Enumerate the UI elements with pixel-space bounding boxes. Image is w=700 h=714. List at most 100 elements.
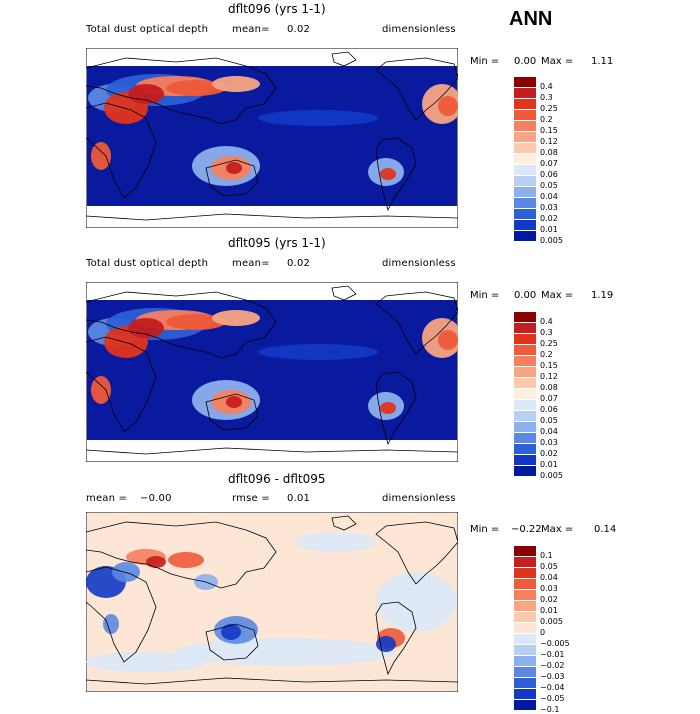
aerosol-region bbox=[438, 330, 458, 350]
colorbar-swatch bbox=[514, 433, 536, 444]
coastline bbox=[375, 371, 417, 446]
colorbar-tick-label: 0.05 bbox=[540, 562, 558, 571]
panel-2-units: dimensionless bbox=[382, 258, 456, 269]
colorbar-tick-label: −0.03 bbox=[540, 672, 565, 681]
coastline bbox=[86, 566, 157, 663]
coastline bbox=[86, 57, 277, 125]
colorbar-tick-label: 0.04 bbox=[540, 573, 558, 582]
aerosol-region bbox=[212, 310, 260, 326]
panel-2-max-label: Max = bbox=[541, 290, 574, 301]
colorbar-swatch bbox=[514, 667, 536, 678]
panel-1-variable: Total dust optical depth bbox=[86, 24, 209, 35]
colorbar-swatch bbox=[514, 400, 536, 411]
colorbar-swatch bbox=[514, 612, 536, 623]
coastline bbox=[331, 285, 357, 301]
colorbar-tick-label: 0.01 bbox=[540, 460, 558, 469]
colorbar-swatch bbox=[514, 110, 536, 121]
difference-region bbox=[376, 572, 456, 632]
coastline bbox=[375, 137, 417, 212]
colorbar-swatch bbox=[514, 579, 536, 590]
season-label: ANN bbox=[509, 8, 553, 30]
colorbar-swatch bbox=[514, 546, 536, 557]
colorbar-tick-label: 0.1 bbox=[540, 551, 553, 560]
colorbar-swatch bbox=[514, 88, 536, 99]
panel-1-min-value: 0.00 bbox=[514, 56, 537, 67]
colorbar-swatch bbox=[514, 700, 536, 711]
colorbar-swatch bbox=[514, 422, 536, 433]
aerosol-region bbox=[212, 76, 260, 92]
colorbar-swatch bbox=[514, 121, 536, 132]
colorbar-swatch bbox=[514, 77, 536, 88]
colorbar-tick-label: 0.4 bbox=[540, 317, 553, 326]
coastline bbox=[331, 515, 357, 531]
colorbar-tick-label: 0.3 bbox=[540, 93, 553, 102]
aerosol-region bbox=[128, 84, 164, 104]
colorbar-tick-label: 0 bbox=[540, 628, 546, 637]
colorbar-tick-label: 0.005 bbox=[540, 471, 563, 480]
colorbar-swatch bbox=[514, 455, 536, 466]
colorbar-swatch bbox=[514, 623, 536, 634]
panel-2-mean-value: 0.02 bbox=[287, 258, 311, 269]
colorbar-swatch bbox=[514, 334, 536, 345]
coastline bbox=[205, 393, 259, 431]
panel-2-title: dflt095 (yrs 1-1) bbox=[228, 236, 326, 250]
colorbar-swatch bbox=[514, 367, 536, 378]
colorbar-swatch bbox=[514, 557, 536, 568]
panel-1-colorbar bbox=[514, 77, 536, 242]
difference-region bbox=[168, 552, 204, 568]
panel-3-min-value: −0.22 bbox=[511, 524, 542, 535]
panel-1-map bbox=[86, 48, 458, 228]
colorbar-tick-label: 0.005 bbox=[540, 617, 563, 626]
colorbar-tick-label: 0.02 bbox=[540, 449, 558, 458]
coastline bbox=[86, 447, 458, 455]
aerosol-region bbox=[226, 396, 242, 408]
panel-3-rmse-label: rmse = bbox=[232, 493, 270, 504]
aerosol-region bbox=[166, 314, 226, 330]
colorbar-tick-label: 0.4 bbox=[540, 82, 553, 91]
aerosol-region bbox=[226, 162, 242, 174]
aerosol-region bbox=[380, 402, 396, 414]
colorbar-swatch bbox=[514, 356, 536, 367]
colorbar-tick-label: 0.07 bbox=[540, 394, 558, 403]
panel-3-mean-value: −0.00 bbox=[140, 493, 172, 504]
panel-2-min-value: 0.00 bbox=[514, 290, 537, 301]
colorbar-swatch bbox=[514, 601, 536, 612]
panel-3-title: dflt096 - dflt095 bbox=[228, 472, 326, 486]
colorbar-swatch bbox=[514, 312, 536, 323]
panel-3-max-label: Max = bbox=[541, 524, 574, 535]
panel-2-max-value: 1.19 bbox=[591, 290, 614, 301]
coastline bbox=[205, 623, 259, 661]
colorbar-swatch bbox=[514, 220, 536, 231]
colorbar-tick-label: −0.1 bbox=[540, 705, 560, 714]
aerosol-region bbox=[258, 344, 378, 360]
aerosol-region bbox=[128, 318, 164, 338]
colorbar-swatch bbox=[514, 656, 536, 667]
colorbar-swatch bbox=[514, 444, 536, 455]
colorbar-tick-label: −0.01 bbox=[540, 650, 565, 659]
panel-3-min-label: Min = bbox=[470, 524, 500, 535]
panel-3-map bbox=[86, 512, 458, 692]
colorbar-tick-label: 0.15 bbox=[540, 361, 558, 370]
colorbar-tick-label: −0.05 bbox=[540, 694, 565, 703]
colorbar-swatch bbox=[514, 678, 536, 689]
colorbar-tick-label: 0.02 bbox=[540, 214, 558, 223]
coastline bbox=[86, 336, 157, 433]
aerosol-region bbox=[380, 168, 396, 180]
colorbar-swatch bbox=[514, 345, 536, 356]
colorbar-tick-label: 0.08 bbox=[540, 383, 558, 392]
coastline bbox=[86, 102, 157, 199]
panel-1-units: dimensionless bbox=[382, 24, 456, 35]
difference-region bbox=[176, 638, 396, 666]
colorbar-tick-label: 0.01 bbox=[540, 606, 558, 615]
colorbar-swatch bbox=[514, 411, 536, 422]
colorbar-swatch bbox=[514, 466, 536, 477]
panel-1-min-label: Min = bbox=[470, 56, 500, 67]
panel-1-max-label: Max = bbox=[541, 56, 574, 67]
colorbar-tick-label: 0.2 bbox=[540, 115, 553, 124]
colorbar-tick-label: 0.15 bbox=[540, 126, 558, 135]
coastline bbox=[86, 291, 277, 359]
colorbar-swatch bbox=[514, 689, 536, 700]
aerosol-region bbox=[166, 80, 226, 96]
panel-2-variable: Total dust optical depth bbox=[86, 258, 209, 269]
colorbar-tick-label: 0.2 bbox=[540, 350, 553, 359]
